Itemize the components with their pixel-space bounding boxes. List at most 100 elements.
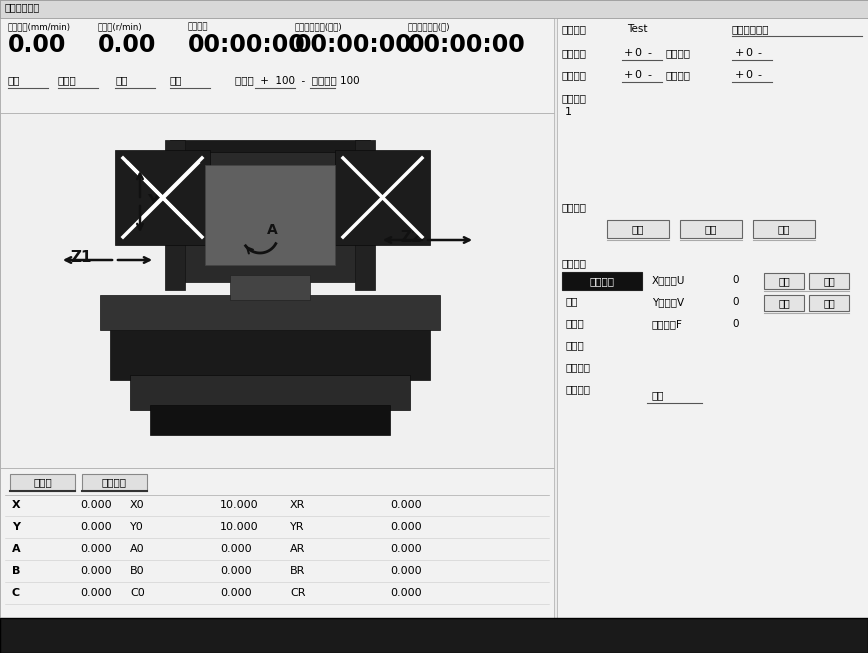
Bar — [10, 474, 75, 491]
Text: 线速度(r/min): 线速度(r/min) — [98, 22, 142, 31]
Text: 0: 0 — [745, 48, 752, 58]
Text: CR: CR — [290, 588, 306, 598]
Text: 88自动: 88自动 — [68, 626, 95, 636]
Text: 0.00: 0.00 — [8, 33, 66, 57]
Text: 0.000: 0.000 — [390, 500, 422, 510]
Text: AR: AR — [290, 544, 306, 554]
Text: 加工时长: 加工时长 — [188, 22, 208, 31]
Text: C0: C0 — [130, 588, 145, 598]
Text: ⑩帮助: ⑩帮助 — [800, 626, 823, 637]
Text: 点位运动: 点位运动 — [589, 276, 615, 286]
Bar — [0, 618, 868, 653]
Text: 0.000: 0.000 — [220, 544, 252, 554]
Text: 单行命令: 单行命令 — [562, 93, 587, 103]
Text: -: - — [647, 48, 651, 58]
Text: 张紧量  +  100  -  当前放量 100: 张紧量 + 100 - 当前放量 100 — [235, 75, 359, 85]
Text: 台车速度: 台车速度 — [562, 48, 587, 58]
Text: 0: 0 — [732, 275, 739, 285]
Bar — [205, 165, 335, 265]
Text: 逆圆弧: 逆圆弧 — [565, 340, 584, 350]
Text: Z2: Z2 — [400, 230, 422, 245]
Text: X: X — [12, 500, 21, 510]
Text: 选择命令: 选择命令 — [562, 258, 587, 268]
Bar — [335, 150, 430, 245]
Text: 0.000: 0.000 — [390, 566, 422, 576]
Bar — [230, 275, 310, 300]
Text: 0.000: 0.000 — [220, 566, 252, 576]
Text: 取消: 取消 — [778, 224, 790, 234]
Text: A0: A0 — [130, 544, 145, 554]
Text: 当前工件: 当前工件 — [562, 24, 587, 34]
Text: 暂停: 暂停 — [705, 224, 717, 234]
Text: XR: XR — [290, 500, 306, 510]
Text: 执行: 执行 — [632, 224, 644, 234]
Text: 0: 0 — [745, 70, 752, 80]
Text: 0.000: 0.000 — [390, 588, 422, 598]
Bar — [110, 325, 430, 380]
Text: +: + — [735, 70, 745, 80]
Text: 升降距离: 升降距离 — [665, 70, 690, 80]
Bar — [165, 140, 185, 290]
Text: X轴增量U: X轴增量U — [652, 275, 686, 285]
Text: +: + — [624, 70, 634, 80]
Text: 11编程: 11编程 — [138, 626, 165, 636]
Bar — [355, 140, 375, 290]
Text: C: C — [12, 588, 20, 598]
Text: 运行速度F: 运行速度F — [652, 319, 683, 329]
Text: 主电机: 主电机 — [58, 75, 76, 85]
Text: 辅助操作: 辅助操作 — [565, 384, 590, 394]
Text: 切速F: 切速F — [210, 626, 239, 641]
Text: +: + — [624, 48, 634, 58]
Text: 回原点: 回原点 — [33, 477, 52, 488]
Text: 00:00:00: 00:00:00 — [295, 33, 413, 57]
Text: ◎:设置: ◎:设置 — [718, 626, 745, 636]
Bar — [82, 474, 147, 491]
Text: 0.00: 0.00 — [98, 33, 156, 57]
Bar — [0, 113, 554, 468]
Text: 升降速度: 升降速度 — [562, 70, 587, 80]
Bar — [185, 152, 355, 282]
Text: Z1: Z1 — [70, 250, 91, 265]
Text: 0.000: 0.000 — [80, 500, 112, 510]
Text: -: - — [647, 70, 651, 80]
Text: 00:00:00: 00:00:00 — [188, 33, 306, 57]
Bar — [100, 295, 440, 330]
Text: Y轴增量V: Y轴增量V — [652, 297, 684, 307]
Bar — [150, 405, 390, 435]
Bar — [0, 18, 554, 113]
Bar — [115, 150, 210, 245]
Text: 向上: 向上 — [778, 298, 790, 308]
Text: 确定: 确定 — [652, 390, 665, 400]
Bar — [764, 273, 804, 289]
Text: 10.000: 10.000 — [220, 522, 259, 532]
Text: Y: Y — [147, 193, 159, 211]
Text: +: + — [735, 48, 745, 58]
Text: BR: BR — [290, 566, 306, 576]
Text: 0.000: 0.000 — [80, 544, 112, 554]
Text: 0.000: 0.000 — [80, 566, 112, 576]
Text: 台车旋转: 台车旋转 — [565, 362, 590, 372]
Bar — [0, 468, 554, 618]
Bar — [764, 295, 804, 311]
Bar — [562, 272, 642, 290]
Text: 预计剩余时间(本轮): 预计剩余时间(本轮) — [295, 22, 343, 31]
Text: -: - — [757, 70, 761, 80]
Text: 预计剩余时间(总): 预计剩余时间(总) — [408, 22, 450, 31]
Text: 1: 1 — [565, 107, 572, 117]
Bar — [809, 273, 849, 289]
Text: A: A — [267, 223, 278, 237]
Text: 0: 0 — [732, 319, 739, 329]
Text: B0: B0 — [130, 566, 145, 576]
Text: 松绳: 松绳 — [170, 75, 182, 85]
Text: 品锁屏: 品锁屏 — [640, 626, 660, 636]
Text: 张绳: 张绳 — [115, 75, 128, 85]
Text: 0.000: 0.000 — [390, 544, 422, 554]
Text: A: A — [12, 544, 21, 554]
Bar — [680, 220, 742, 238]
Text: 坐标设置: 坐标设置 — [102, 477, 127, 488]
Text: 绳速S: 绳速S — [295, 626, 325, 641]
Text: 播磨数控系统: 播磨数控系统 — [5, 2, 40, 12]
Text: 直线: 直线 — [565, 296, 577, 306]
Text: X0: X0 — [130, 500, 145, 510]
Text: 00:00:00: 00:00:00 — [408, 33, 526, 57]
